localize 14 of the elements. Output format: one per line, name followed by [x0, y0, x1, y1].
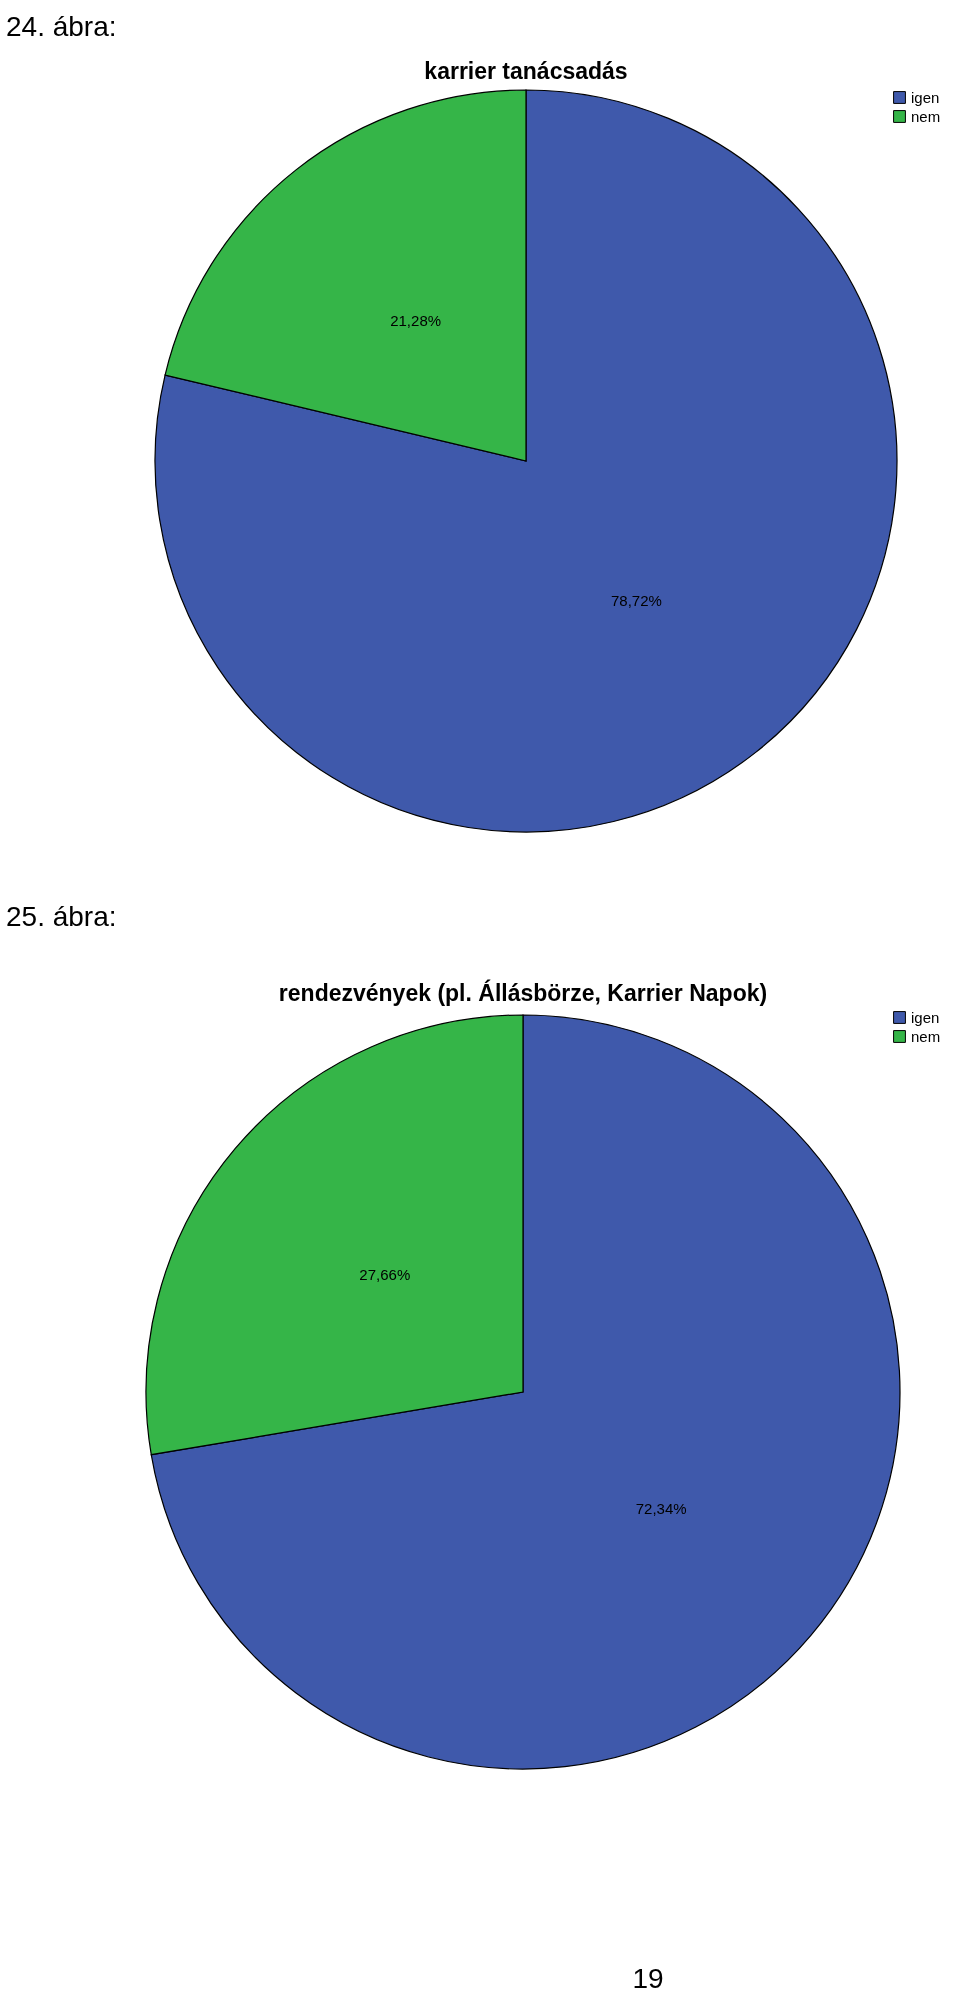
- legend-label: nem: [911, 107, 941, 125]
- data-label: 21,28%: [390, 312, 442, 330]
- chart-title: rendezvények (pl. Állásbörze, Karrier Napok): [278, 979, 768, 1006]
- data-label: 72,34%: [635, 1499, 687, 1517]
- data-label: 27,66%: [359, 1266, 411, 1284]
- pie-slice: [154, 89, 898, 833]
- chart-title: karrier tanácsadás: [424, 58, 628, 84]
- legend-label: nem: [911, 1027, 941, 1045]
- legend-label: igen: [911, 88, 940, 106]
- text: 24. ábra:: [6, 11, 117, 42]
- text: 25. ábra:: [6, 901, 117, 932]
- text: 19: [632, 1963, 664, 1991]
- data-label: 78,72%: [610, 591, 662, 609]
- legend-label: igen: [911, 1008, 940, 1026]
